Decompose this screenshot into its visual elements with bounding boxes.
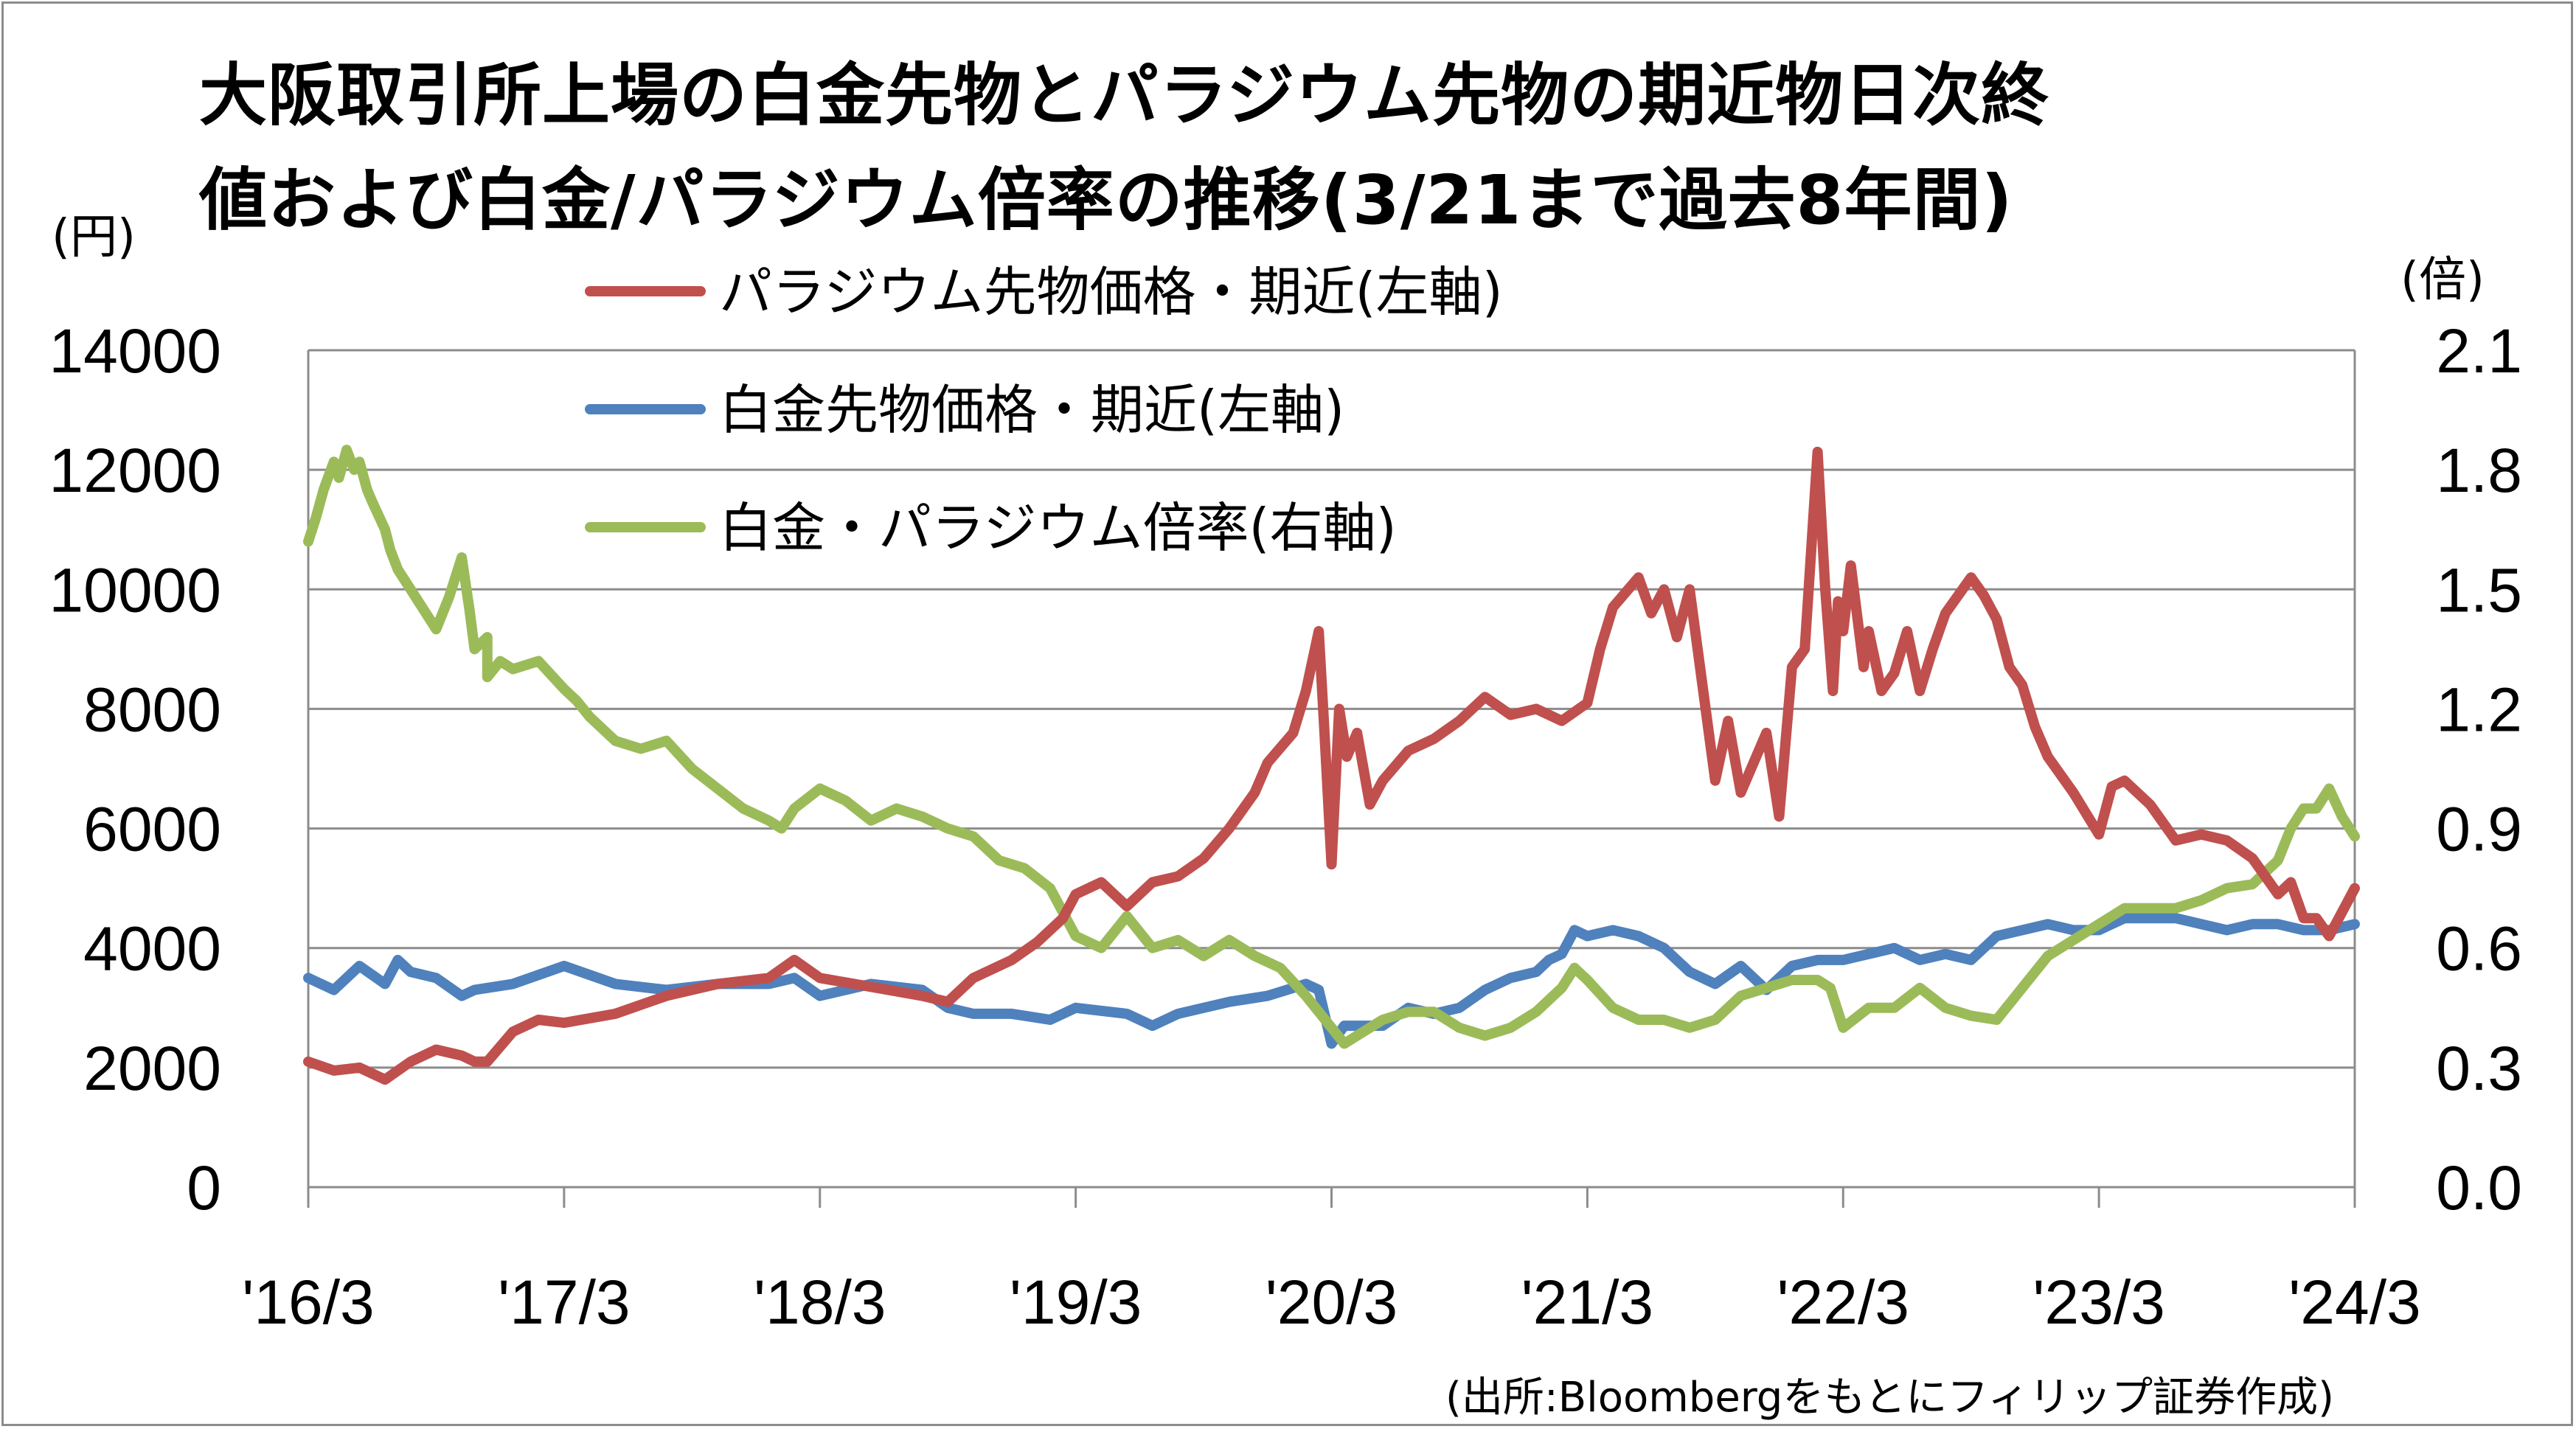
x-tick-label: '24/3 xyxy=(2288,1268,2421,1337)
x-tick-label: '16/3 xyxy=(242,1268,375,1337)
y-tick-label-left: 2000 xyxy=(83,1034,221,1103)
x-tick-label: '19/3 xyxy=(1010,1268,1142,1337)
right-axis-ticks: 0.0 0.3 0.6 0.9 1.2 1.5 1.8 2.1 xyxy=(2436,316,2522,1223)
x-tick-label: '22/3 xyxy=(1777,1268,1909,1337)
series-line-2 xyxy=(303,445,2360,1049)
left-axis-unit: (円) xyxy=(52,210,136,265)
series-lines xyxy=(303,445,2360,1085)
x-tick-label: '18/3 xyxy=(754,1268,886,1337)
x-tick-label: '21/3 xyxy=(1521,1268,1654,1337)
source-note: (出所:Bloombergをもとにフィリップ証券作成) xyxy=(1445,1374,2334,1422)
y-tick-label-left: 14000 xyxy=(49,316,221,386)
chart-title-line-1: 大阪取引所上場の白金先物とパラジウム先物の期近物日次終 xyxy=(199,56,2050,135)
y-tick-label-right: 0.0 xyxy=(2436,1153,2522,1223)
y-tick-label-right: 0.3 xyxy=(2436,1034,2522,1103)
y-tick-label-left: 8000 xyxy=(83,675,221,744)
left-axis-ticks: 0 2000 4000 6000 8000 10000 12000 14000 xyxy=(49,316,221,1223)
y-tick-label-left: 4000 xyxy=(83,914,221,984)
chart-title-line-2: 値および白金/パラジウム倍率の推移(3/21まで過去8年間) xyxy=(199,161,2013,240)
x-tick-label: '23/3 xyxy=(2032,1268,2165,1337)
y-tick-label-right: 2.1 xyxy=(2436,316,2522,386)
y-tick-label-right: 1.2 xyxy=(2436,675,2522,744)
y-tick-label-right: 1.5 xyxy=(2436,555,2522,625)
y-tick-label-right: 1.8 xyxy=(2436,436,2522,505)
legend-label: パラジウム先物価格・期近(左軸) xyxy=(719,261,1503,323)
x-axis-ticks: '16/3 '17/3 '18/3 '19/3 '20/3 '21/3 '22/3 '23/3… xyxy=(242,1187,2421,1337)
y-tick-label-left: 10000 xyxy=(49,555,221,625)
y-tick-label-right: 0.6 xyxy=(2436,914,2522,984)
legend-label: 白金・パラジウム倍率(右軸) xyxy=(719,497,1397,559)
x-tick-label: '20/3 xyxy=(1266,1268,1398,1337)
y-tick-label-left: 6000 xyxy=(83,795,221,864)
gridlines xyxy=(308,349,2355,1069)
y-tick-label-left: 0 xyxy=(187,1153,221,1223)
y-tick-label-left: 12000 xyxy=(49,436,221,505)
y-tick-label-right: 0.9 xyxy=(2436,795,2522,864)
right-axis-unit: (倍) xyxy=(2400,253,2485,307)
legend: パラジウム先物価格・期近(左軸) 白金先物価格・期近(左軸) 白金・パラジウム倍率(… xyxy=(585,261,1503,559)
legend-label: 白金先物価格・期近(左軸) xyxy=(719,379,1344,441)
x-tick-label: '17/3 xyxy=(498,1268,631,1337)
series-line-0 xyxy=(303,446,2360,1085)
